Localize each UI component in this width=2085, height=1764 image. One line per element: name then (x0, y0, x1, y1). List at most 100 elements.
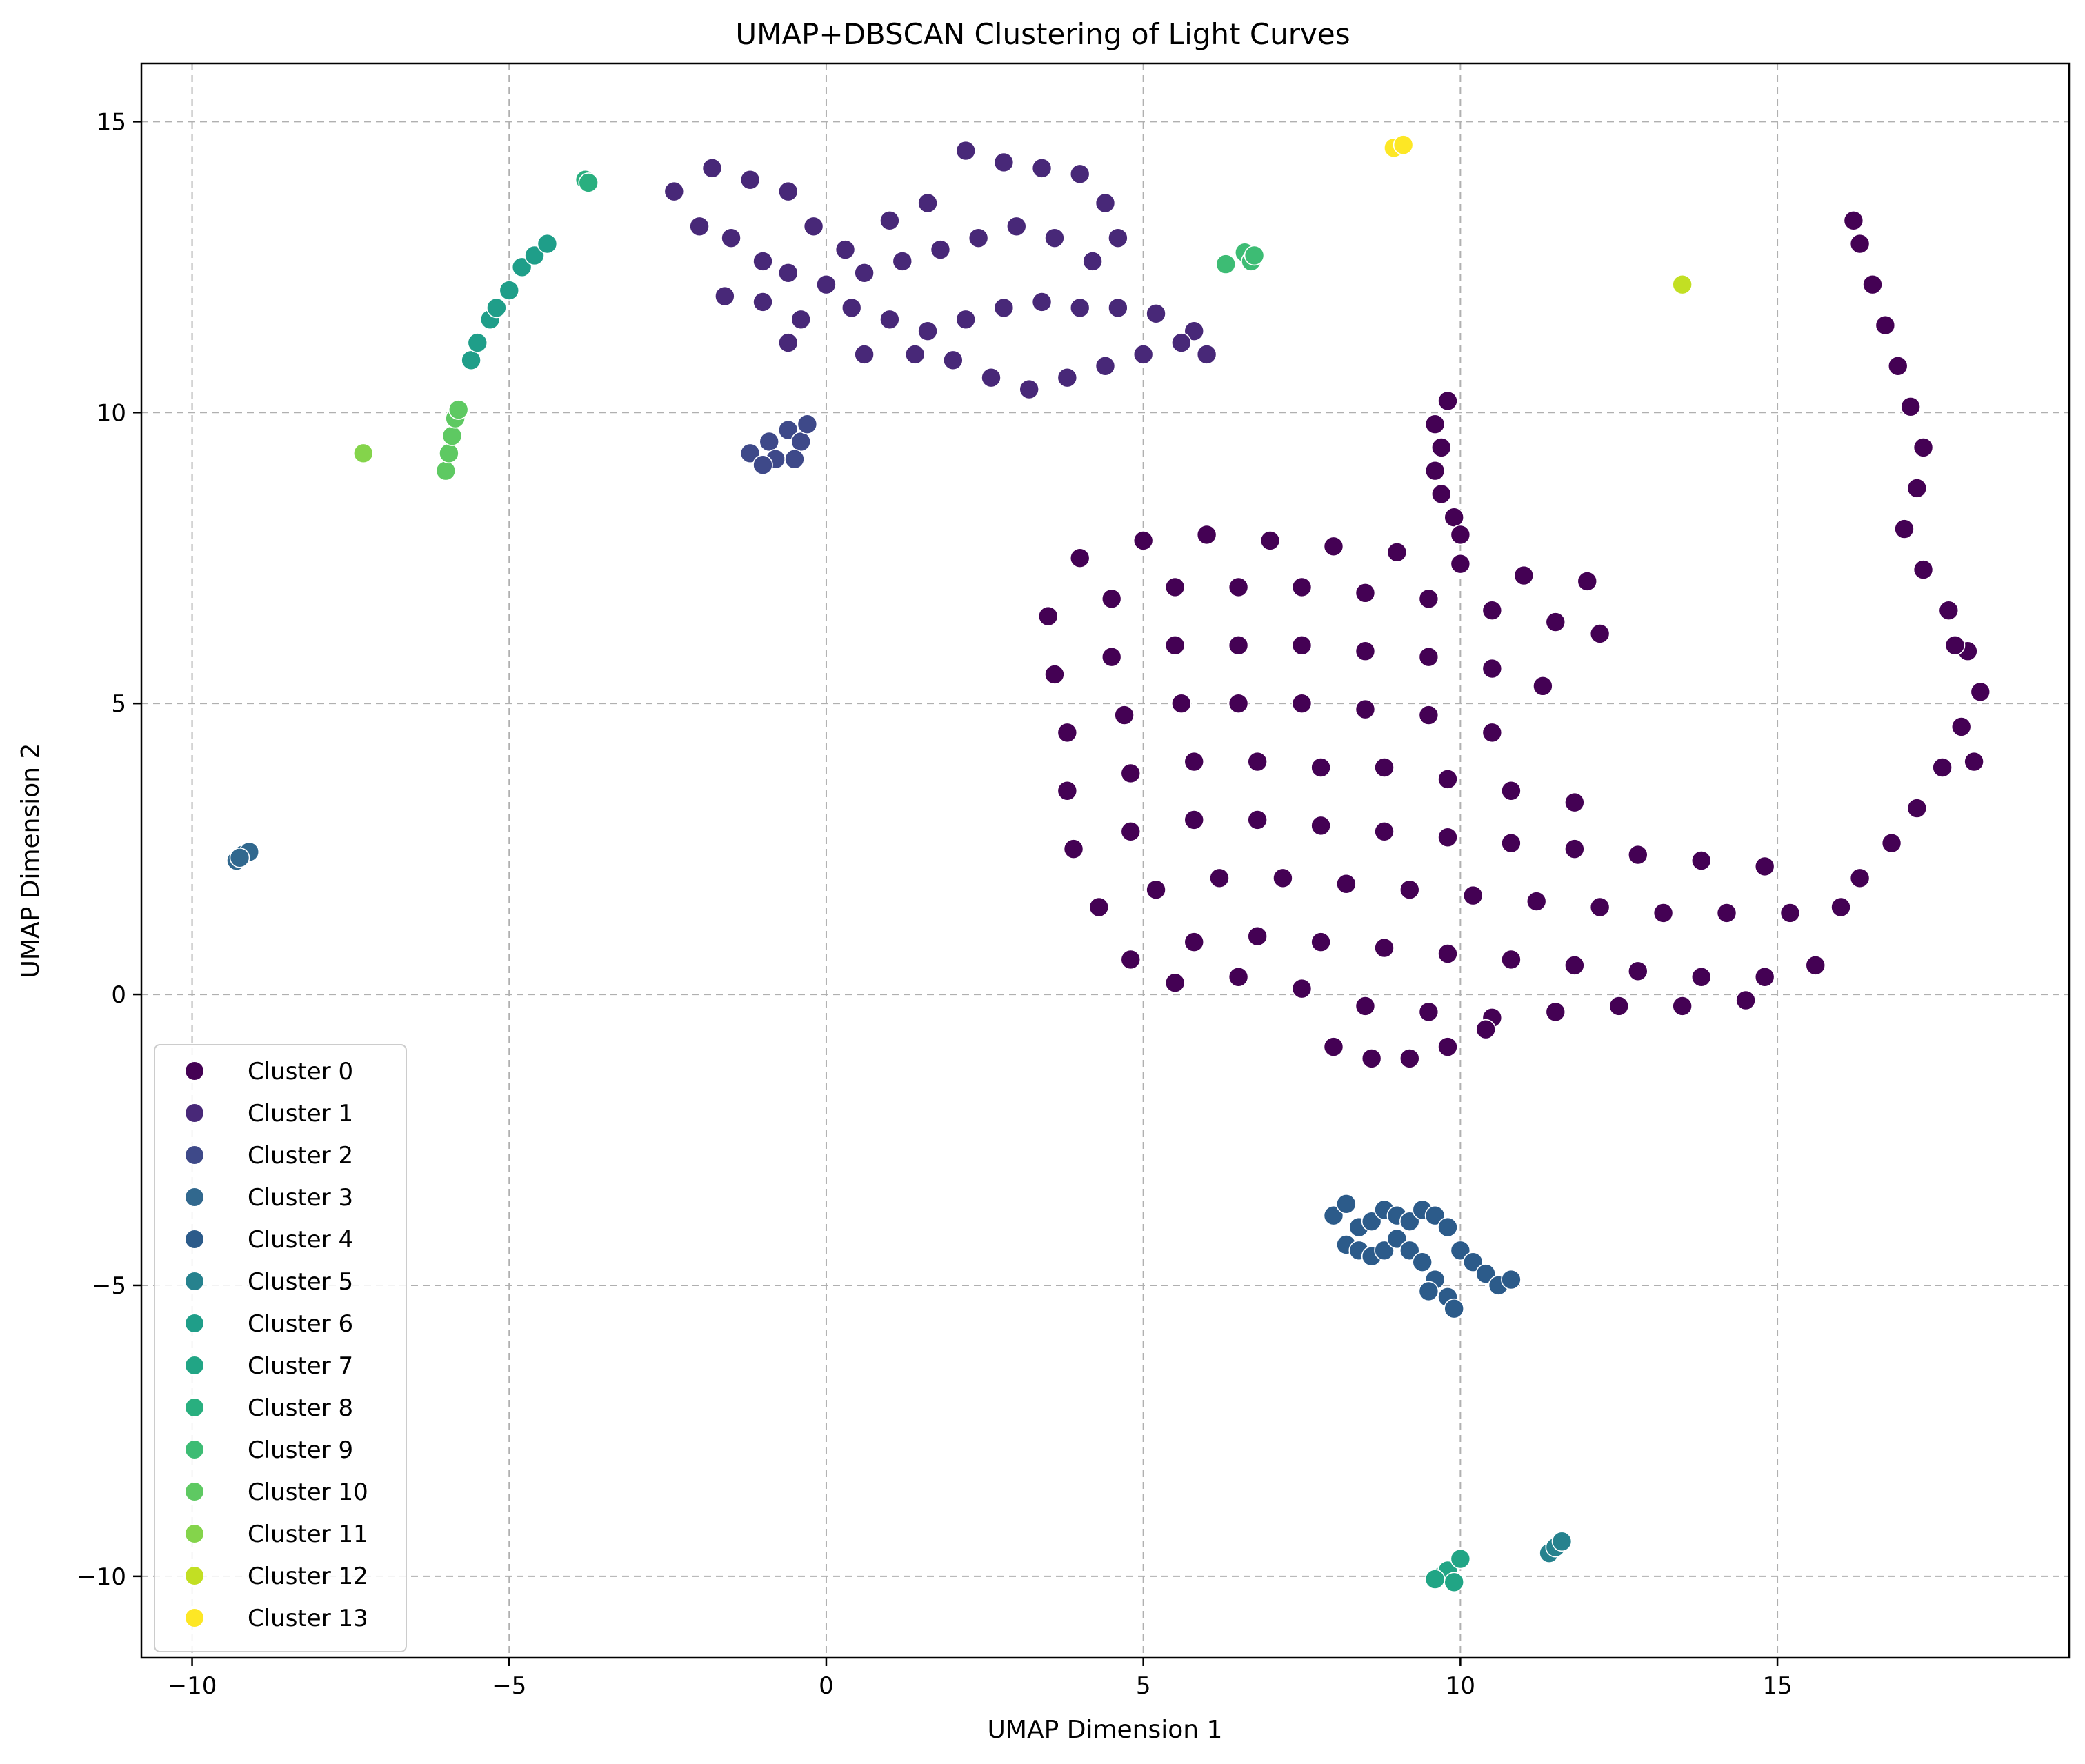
data-point (993, 297, 1015, 319)
data-point (1095, 192, 1116, 214)
series-12 (1672, 274, 1693, 295)
data-point (1184, 932, 1205, 952)
data-point (777, 181, 799, 202)
data-point (1849, 868, 1870, 889)
data-point (701, 158, 723, 179)
data-point (1374, 937, 1395, 959)
data-point (1133, 530, 1154, 551)
data-point (1228, 693, 1249, 714)
data-point (1244, 245, 1265, 266)
data-point (1146, 303, 1166, 324)
data-point (1424, 460, 1446, 481)
data-point (689, 216, 710, 237)
data-point (1444, 507, 1464, 528)
data-point (1501, 949, 1522, 970)
legend-entry: Cluster 8 (248, 1394, 353, 1422)
data-point (777, 262, 799, 283)
data-point (1184, 751, 1205, 772)
data-point (1545, 612, 1566, 632)
y-axis-label: UMAP Dimension 2 (17, 743, 45, 979)
legend-entry: Cluster 7 (248, 1352, 353, 1380)
data-point (1862, 274, 1883, 295)
data-point (752, 292, 773, 312)
data-point (784, 448, 805, 470)
data-point (1424, 1205, 1446, 1226)
y-tick-label: −10 (77, 1563, 126, 1591)
data-point (1082, 251, 1103, 272)
data-point (1913, 437, 1934, 458)
data-point (1209, 868, 1230, 889)
data-point (1101, 588, 1122, 610)
data-point (1069, 548, 1090, 569)
legend-entry: Cluster 12 (248, 1563, 368, 1590)
data-point (1501, 832, 1522, 854)
legend-entry: Cluster 1 (248, 1100, 353, 1127)
data-point (790, 431, 811, 452)
data-point (1019, 379, 1039, 400)
data-point (664, 181, 685, 202)
x-axis-label: UMAP Dimension 1 (988, 1716, 1223, 1744)
data-point (1779, 903, 1801, 923)
data-point (759, 431, 780, 452)
data-point (1589, 896, 1610, 918)
data-point (1031, 158, 1053, 179)
series-9 (1215, 242, 1265, 274)
data-point (1057, 780, 1078, 801)
data-point (1291, 577, 1313, 598)
data-point (1418, 646, 1439, 668)
data-point (1430, 483, 1452, 505)
data-point (879, 210, 900, 231)
legend-marker (186, 1272, 203, 1290)
data-point (1526, 891, 1547, 912)
data-point (441, 425, 463, 446)
legend-entry: Cluster 4 (248, 1226, 353, 1254)
data-point (739, 443, 761, 464)
data-point (1564, 839, 1585, 859)
data-point (1424, 1569, 1446, 1590)
data-point (1310, 757, 1331, 778)
data-point (1564, 955, 1585, 976)
x-tick-label: 15 (1762, 1672, 1792, 1700)
series-13 (1384, 134, 1414, 159)
x-axis: −10 −5 0 5 10 15 (168, 1658, 1793, 1700)
data-point (1171, 693, 1192, 714)
legend-marker (186, 1525, 203, 1543)
data-point (841, 297, 862, 319)
legend-marker (186, 1356, 203, 1374)
data-point (1108, 228, 1128, 248)
legend-marker (186, 1314, 203, 1332)
data-point (1501, 1269, 1522, 1290)
legend-entry: Cluster 11 (248, 1521, 368, 1548)
data-point (1450, 524, 1471, 545)
data-point (1418, 1281, 1439, 1302)
legend-marker (186, 1609, 203, 1627)
data-point (1120, 763, 1141, 784)
series-1 (664, 140, 1217, 400)
data-point (499, 280, 520, 301)
data-point (803, 216, 824, 237)
data-point (1393, 134, 1414, 155)
data-point (1108, 297, 1128, 319)
data-point (739, 169, 761, 190)
data-point (1355, 996, 1376, 1016)
data-point (1430, 437, 1452, 458)
data-point (1444, 1572, 1464, 1593)
data-point (1171, 332, 1192, 353)
data-point (777, 332, 799, 353)
legend-frame (154, 1044, 407, 1652)
data-point (1310, 815, 1331, 836)
data-point (993, 152, 1015, 173)
data-point (1577, 571, 1598, 592)
plot-frame (140, 62, 2071, 1659)
data-point (1228, 577, 1249, 598)
data-point (1964, 751, 1984, 772)
data-point (892, 251, 913, 272)
data-point (1608, 996, 1630, 1016)
data-point (1291, 634, 1313, 656)
legend-marker (186, 1230, 203, 1248)
data-point (1462, 885, 1484, 906)
legend-marker (186, 1188, 203, 1206)
data-point (1291, 978, 1313, 999)
data-point (1069, 163, 1090, 185)
data-point (1805, 955, 1826, 976)
